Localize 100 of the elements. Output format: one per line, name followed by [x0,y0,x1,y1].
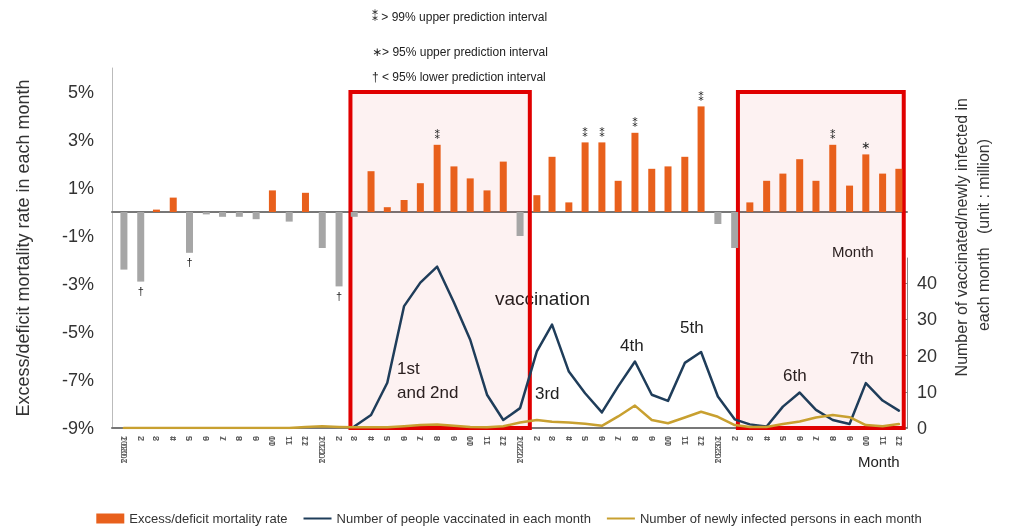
bar [812,180,820,212]
data-label: † [186,256,193,269]
bar [416,183,424,212]
x-tick-label: 2 [531,436,542,442]
x-tick-label: 11 [482,436,493,446]
x-tick-label: 7 [415,436,426,442]
x-tick-label: 3 [547,436,558,442]
y-tick-label: 3% [67,130,94,150]
bar [137,212,145,282]
bar [318,212,326,248]
x-tick-label: 8 [827,436,838,442]
bar [548,156,556,212]
x-axis-title: Month [832,243,874,260]
bar [268,190,276,212]
x-tick-label: 3 [151,436,162,442]
x-tick-label: 7 [217,436,228,442]
x-tick-label: 4 [761,436,772,442]
text: ⁑ > 99% upper prediction interval [372,9,548,24]
text: ∗> 95% upper prediction interval [372,45,548,59]
y-tick-label: 1% [67,178,94,198]
x-tick-label: 11 [877,436,888,446]
data-label: ⁑ [632,117,639,130]
bar [862,154,870,212]
x-tick-label: 2021.1 [317,436,328,464]
y2-tick-label: 40 [917,273,938,294]
y2-tick-label: 0 [917,418,928,438]
bar [219,212,227,217]
x-tick-label: 5 [184,436,195,442]
legend-label: Excess/deficit mortality rate [129,511,288,526]
bar [614,180,622,212]
x-tick-label: 2020.1 [118,436,129,464]
bar [565,202,573,212]
bar [796,159,804,212]
x-tick-label: 2 [729,436,740,442]
y-tick-label: 5% [67,82,94,102]
bar [648,168,656,212]
bar [466,178,474,212]
x-tick-label: 11 [679,436,690,446]
y2-tick-label: 10 [917,381,938,402]
x-tick-label: 5 [580,436,591,442]
x-tick-label: 12 [300,436,311,447]
bar [450,166,458,212]
bar [383,207,391,212]
data-label: ⁑ [582,126,589,139]
data-label: ⁑ [599,126,606,139]
x-tick-label: 10 [860,436,871,447]
x-tick-label: 10 [663,436,674,447]
annotation: 3rd [535,383,560,403]
y-tick-label: -5% [61,322,94,342]
bar [895,168,903,212]
bar [731,212,739,248]
data-label: ⁑ [434,129,441,142]
data-label: ⁑ [830,129,837,142]
bar [631,132,639,212]
x-tick-label: 2022.1 [515,436,526,464]
bar [235,212,243,217]
bar [779,173,787,212]
bar [350,212,358,217]
bar [285,212,293,222]
x-tick-label: 2 [334,436,345,442]
x-tick-label: 10 [465,436,476,447]
x-tick-label: 11 [284,436,295,446]
y-axis-title: Excess/deficit mortality rate in each month [13,79,33,417]
x-tick-label: 12 [696,436,707,447]
bar [169,197,177,212]
x-tick-label: 6 [794,436,805,442]
bar [252,212,260,220]
x-tick-label: 7 [613,436,624,442]
bar [581,142,589,212]
x-tick-label: 3 [349,436,360,442]
x-tick-label: 8 [629,436,640,442]
y-tick-label: -9% [61,418,94,438]
x-tick-label: 4 [366,436,377,442]
bar [681,156,689,212]
bar [499,161,507,212]
bar [400,200,408,212]
y-tick-label: -1% [61,226,94,246]
bar [879,173,887,212]
annotation: 1st and 2nd [397,358,459,402]
bar [746,202,754,212]
bar [829,144,837,212]
bar [598,142,606,212]
text: Month [858,453,900,470]
annotation: 6th [783,365,807,385]
x-tick-label: 4 [168,436,179,442]
x-tick-label: 12 [893,436,904,447]
x-tick-label: 7 [810,436,821,442]
x-tick-label: 5 [777,436,788,442]
y2-tick-label: 20 [917,345,938,366]
bar [335,212,343,287]
legend-label: Number of newly infected persons in each month [639,511,922,526]
x-tick-label: 5 [382,436,393,442]
x-tick-label: 9 [251,436,262,442]
y-tick-label: -7% [61,370,94,390]
bar [763,180,771,212]
bar [846,185,854,212]
bar [533,195,541,212]
x-tick-label: 10 [267,436,278,447]
x-tick-label: 6 [399,436,410,442]
bar [714,212,722,224]
